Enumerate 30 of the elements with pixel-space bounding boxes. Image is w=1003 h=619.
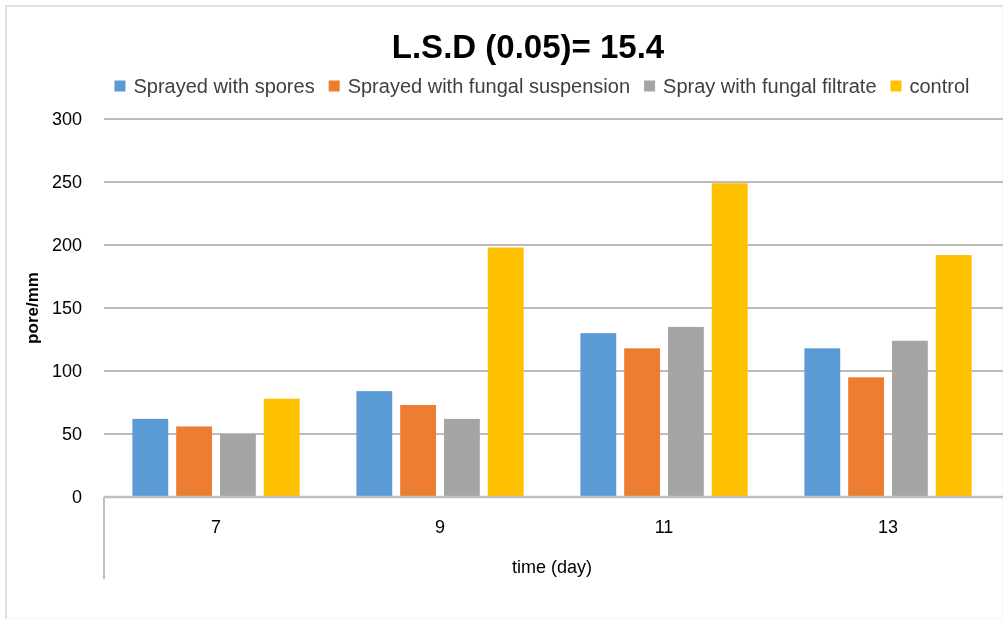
legend-label: Sprayed with spores: [133, 75, 315, 97]
x-tick-label: 7: [210, 517, 222, 538]
bar: [624, 348, 661, 497]
y-tick-label: 100: [51, 361, 82, 382]
bar: [400, 405, 437, 497]
y-tick-label: 150: [51, 298, 82, 319]
bar: [580, 333, 617, 497]
bar: [356, 391, 393, 497]
x-axis-title: time (day): [511, 557, 593, 578]
x-tick-label: 11: [654, 517, 674, 538]
legend-label: control: [909, 75, 970, 97]
bar: [263, 398, 300, 497]
y-axis-title: pore/mm: [22, 272, 42, 344]
bar: [132, 418, 169, 497]
bar: [487, 247, 524, 497]
chart-title: L.S.D (0.05)= 15.4: [391, 28, 665, 65]
bar: [804, 348, 841, 497]
y-tick-label: 50: [61, 424, 82, 445]
x-tick-label: 13: [877, 517, 899, 538]
bar: [848, 377, 885, 497]
bar: [711, 183, 748, 497]
legend-label: Sprayed with fungal suspension: [347, 75, 631, 97]
y-tick-label: 300: [51, 109, 82, 130]
bar: [176, 426, 213, 497]
y-tick-label: 0: [71, 487, 82, 508]
y-tick-label: 200: [51, 235, 82, 256]
y-tick-label: 250: [51, 172, 82, 193]
x-tick-label: 9: [434, 517, 446, 538]
legend-label: Spray with fungal filtrate: [663, 75, 877, 97]
bar: [935, 255, 972, 497]
